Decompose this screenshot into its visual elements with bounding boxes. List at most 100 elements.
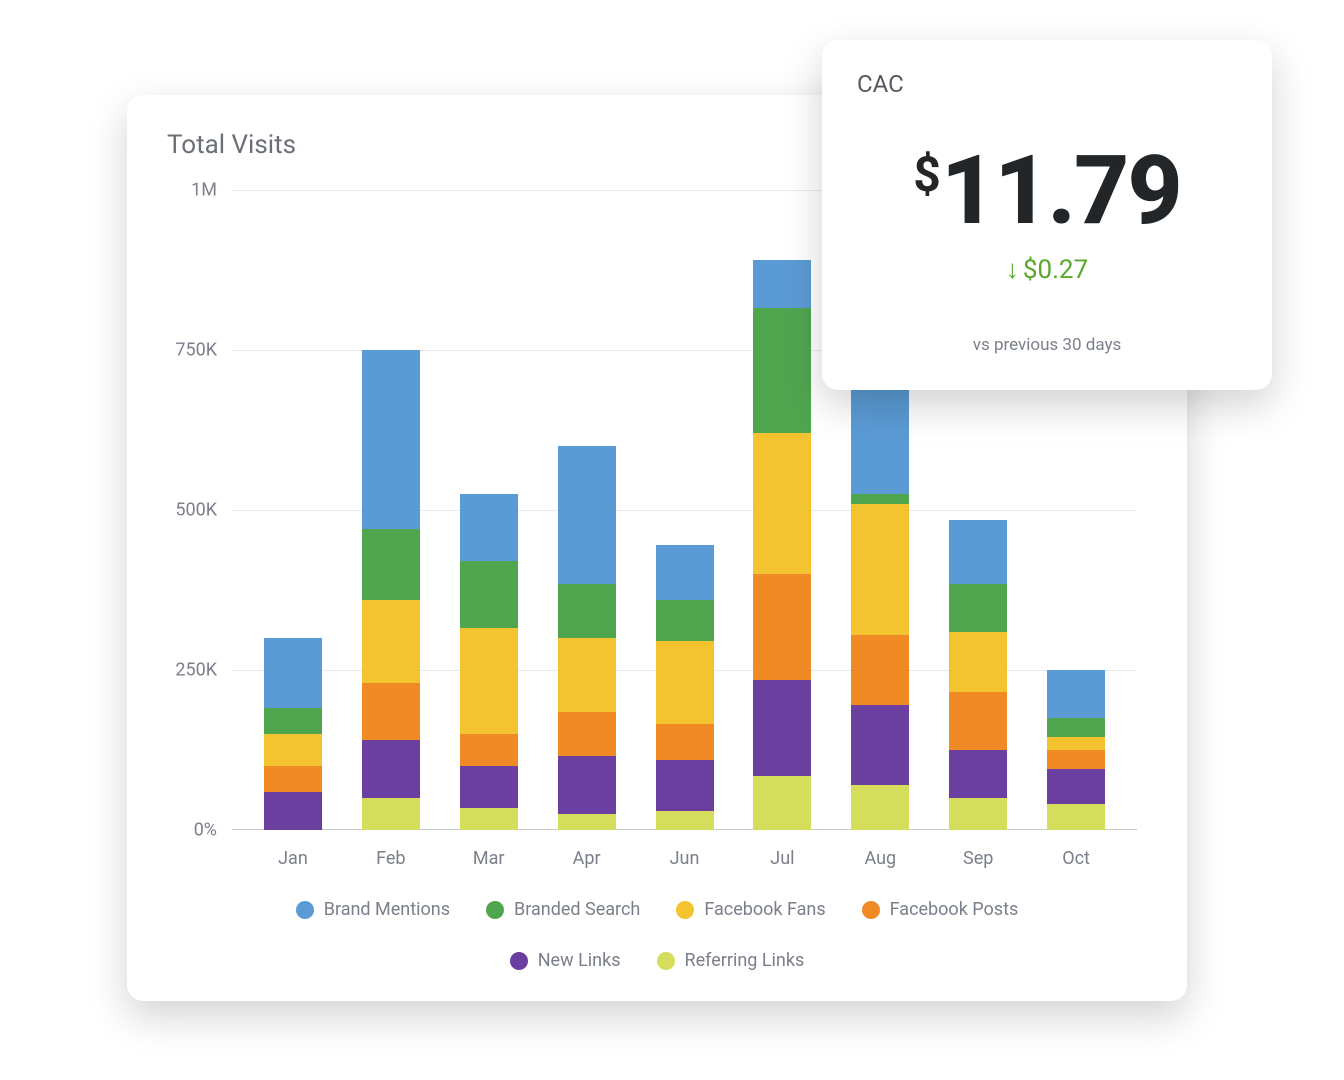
cac-currency: $ — [913, 146, 941, 203]
bar-segment-brand-mentions — [851, 372, 909, 494]
legend-item-facebook-posts[interactable]: Facebook Posts — [862, 899, 1019, 920]
bar-segment-referring-links — [851, 785, 909, 830]
legend-label: Brand Mentions — [324, 899, 450, 920]
bar-stack — [558, 446, 616, 830]
cac-amount: 11.79 — [941, 135, 1181, 247]
arrow-down-icon: ↓ — [1006, 254, 1019, 285]
bar-segment-referring-links — [656, 811, 714, 830]
y-tick-label: 0% — [157, 820, 217, 841]
bar-column — [342, 190, 440, 830]
bar-segment-facebook-posts — [753, 574, 811, 680]
x-tick-label: Jul — [733, 848, 831, 869]
cac-card: CAC $11.79 ↓$0.27 vs previous 30 days — [822, 40, 1272, 390]
bar-segment-facebook-fans — [753, 433, 811, 574]
y-tick-label: 250K — [157, 660, 217, 681]
bar-segment-branded-search — [1047, 718, 1105, 737]
bar-segment-new-links — [558, 756, 616, 814]
legend-item-branded-search[interactable]: Branded Search — [486, 899, 640, 920]
bar-stack — [460, 494, 518, 830]
bar-segment-branded-search — [753, 308, 811, 433]
bar-segment-facebook-posts — [949, 692, 1007, 750]
y-tick-label: 500K — [157, 500, 217, 521]
bar-column — [733, 190, 831, 830]
legend-swatch — [486, 901, 504, 919]
bar-column — [538, 190, 636, 830]
bar-segment-new-links — [949, 750, 1007, 798]
bar-segment-facebook-fans — [851, 504, 909, 635]
bar-segment-facebook-posts — [264, 766, 322, 792]
bar-segment-branded-search — [558, 584, 616, 638]
cac-title: CAC — [857, 70, 1237, 98]
x-tick-label: Apr — [538, 848, 636, 869]
bar-segment-facebook-fans — [264, 734, 322, 766]
x-tick-label: Mar — [440, 848, 538, 869]
bar-stack — [362, 350, 420, 830]
bar-segment-brand-mentions — [362, 350, 420, 529]
legend-item-referring-links[interactable]: Referring Links — [657, 950, 805, 971]
bar-segment-new-links — [656, 760, 714, 811]
legend-swatch — [862, 901, 880, 919]
legend-swatch — [296, 901, 314, 919]
legend-label: Facebook Fans — [704, 899, 825, 920]
bar-segment-branded-search — [949, 584, 1007, 632]
legend-label: Referring Links — [685, 950, 805, 971]
bar-segment-facebook-posts — [460, 734, 518, 766]
legend-item-new-links[interactable]: New Links — [510, 950, 621, 971]
bar-segment-facebook-posts — [656, 724, 714, 759]
x-tick-label: Jun — [636, 848, 734, 869]
bar-segment-facebook-posts — [362, 683, 420, 741]
bar-segment-new-links — [753, 680, 811, 776]
bar-stack — [851, 372, 909, 830]
bar-stack — [656, 545, 714, 830]
x-tick-label: Jan — [244, 848, 342, 869]
bar-segment-branded-search — [460, 561, 518, 628]
chart-x-axis: JanFebMarAprJunJulAugSepOct — [232, 848, 1137, 869]
bar-segment-facebook-fans — [362, 600, 420, 683]
bar-segment-new-links — [460, 766, 518, 808]
bar-segment-facebook-fans — [1047, 737, 1105, 750]
bar-segment-referring-links — [362, 798, 420, 830]
legend-swatch — [657, 952, 675, 970]
cac-delta: ↓$0.27 — [857, 254, 1237, 285]
x-tick-label: Sep — [929, 848, 1027, 869]
legend-label: Facebook Posts — [890, 899, 1019, 920]
bar-segment-brand-mentions — [1047, 670, 1105, 718]
legend-label: Branded Search — [514, 899, 640, 920]
bar-segment-referring-links — [1047, 804, 1105, 830]
bar-segment-brand-mentions — [558, 446, 616, 584]
legend-item-brand-mentions[interactable]: Brand Mentions — [296, 899, 450, 920]
chart-legend: Brand Mentions Branded Search Facebook Fan… — [167, 899, 1147, 971]
bar-segment-facebook-fans — [949, 632, 1007, 693]
bar-stack — [264, 638, 322, 830]
legend-label: New Links — [538, 950, 621, 971]
bar-column — [244, 190, 342, 830]
bar-segment-branded-search — [264, 708, 322, 734]
legend-swatch — [676, 901, 694, 919]
y-tick-label: 750K — [157, 340, 217, 361]
legend-swatch — [510, 952, 528, 970]
bar-segment-brand-mentions — [460, 494, 518, 561]
bar-segment-facebook-fans — [656, 641, 714, 724]
bar-column — [440, 190, 538, 830]
cac-delta-text: $0.27 — [1023, 255, 1088, 285]
bar-segment-brand-mentions — [753, 260, 811, 308]
bar-segment-facebook-posts — [851, 635, 909, 705]
bar-segment-brand-mentions — [264, 638, 322, 708]
cac-subtitle: vs previous 30 days — [857, 335, 1237, 355]
bar-segment-referring-links — [460, 808, 518, 830]
bar-column — [636, 190, 734, 830]
x-tick-label: Oct — [1027, 848, 1125, 869]
bar-segment-new-links — [362, 740, 420, 798]
bar-segment-facebook-posts — [1047, 750, 1105, 769]
bar-segment-facebook-fans — [558, 638, 616, 712]
bar-segment-brand-mentions — [949, 520, 1007, 584]
bar-segment-facebook-fans — [460, 628, 518, 734]
y-tick-label: 1M — [157, 180, 217, 201]
bar-segment-facebook-posts — [558, 712, 616, 757]
bar-stack — [949, 520, 1007, 830]
cac-value: $11.79 — [857, 143, 1237, 239]
bar-segment-branded-search — [851, 494, 909, 504]
legend-item-facebook-fans[interactable]: Facebook Fans — [676, 899, 825, 920]
bar-segment-referring-links — [949, 798, 1007, 830]
bar-segment-branded-search — [656, 600, 714, 642]
